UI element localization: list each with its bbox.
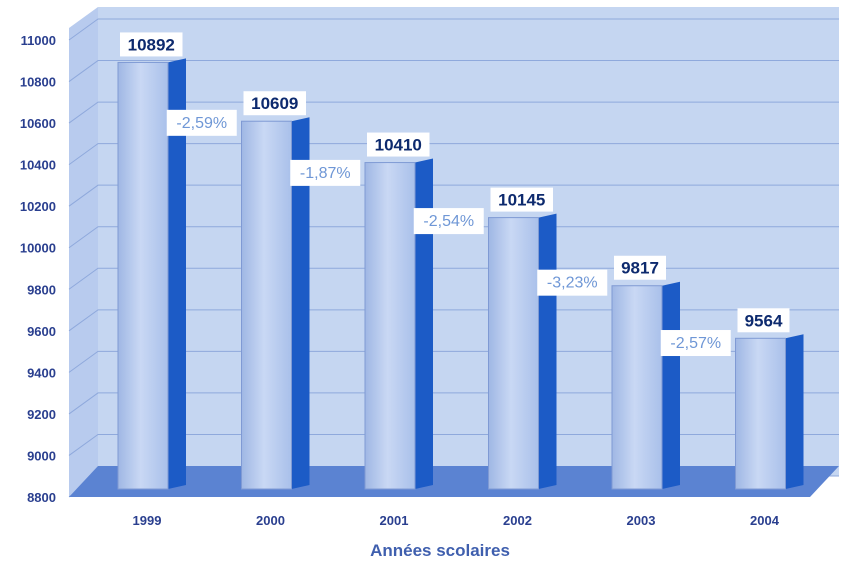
- data-labels: 10892 10609 10410 10145 9817 9564 -2,59% -1,87%…: [120, 32, 790, 357]
- y-axis-ticks: 8800 9000 9200 9400 9600 9800 10000 10200 10400 1…: [20, 33, 56, 505]
- x-tick-label: 2001: [380, 513, 409, 528]
- gridline: [68, 392, 839, 415]
- y-tick-label: 9800: [27, 282, 56, 297]
- value-label-box: [243, 91, 306, 116]
- y-tick-label: 10600: [20, 116, 56, 131]
- back-wall: [98, 7, 839, 476]
- gridline: [68, 350, 839, 373]
- x-tick-label: 2004: [750, 513, 780, 528]
- bar-side: [662, 281, 680, 489]
- bar: [735, 337, 786, 490]
- y-tick-label: 10800: [20, 75, 56, 90]
- bar: [611, 285, 663, 490]
- gridline: [68, 184, 839, 207]
- gridline: [68, 60, 839, 82]
- y-tick-label: 9600: [27, 324, 56, 339]
- x-axis-ticks: 1999 2000 2001 2002 2003 2004: [133, 513, 780, 528]
- gridline: [68, 143, 839, 166]
- value-label: 9817: [621, 259, 659, 278]
- x-axis-title: Années scolaires: [370, 541, 510, 560]
- y-tick-label: 11000: [21, 33, 56, 48]
- gridline: [68, 18, 839, 41]
- change-label-box: [166, 109, 237, 136]
- change-label: -2,57%: [670, 335, 721, 352]
- gridline: [68, 101, 839, 124]
- y-tick-label: 8800: [27, 490, 56, 505]
- change-label-box: [660, 330, 731, 357]
- value-label-box: [367, 132, 430, 157]
- change-label: -2,54%: [423, 213, 474, 230]
- bar-side: [415, 158, 433, 490]
- bar: [364, 162, 416, 490]
- value-label-box: [614, 255, 666, 280]
- value-label-box: [490, 187, 553, 212]
- value-label-box: [737, 308, 790, 333]
- y-tick-label: 10200: [20, 199, 56, 214]
- y-tick-label: 9000: [27, 448, 56, 463]
- gridline: [68, 433, 839, 456]
- x-tick-label: 1999: [133, 513, 162, 528]
- y-tick-label: 10000: [20, 241, 56, 256]
- gridline: [68, 309, 839, 332]
- y-tick-label: 9200: [27, 407, 56, 422]
- value-label: 10892: [128, 35, 175, 54]
- change-label: -1,87%: [300, 165, 351, 182]
- value-label: 10609: [251, 94, 298, 113]
- gridlines: [68, 18, 839, 498]
- x-tick-label: 2000: [256, 513, 285, 528]
- y-tick-label: 10400: [20, 158, 56, 173]
- change-label-box: [537, 269, 608, 296]
- value-label: 10145: [498, 191, 545, 210]
- bar-side: [785, 334, 804, 489]
- x-tick-label: 2002: [503, 513, 532, 528]
- bar: [117, 61, 169, 490]
- change-label-box: [413, 208, 484, 235]
- bar: [488, 217, 539, 490]
- change-label-box: [290, 159, 361, 186]
- side-wall: [69, 7, 98, 497]
- y-tick-label: 9400: [27, 365, 56, 380]
- change-label: -2,59%: [176, 115, 227, 132]
- bar-side: [291, 117, 310, 489]
- bar-side: [168, 58, 186, 490]
- value-label: 9564: [745, 311, 783, 330]
- bar: [241, 120, 292, 490]
- value-label-box: [120, 32, 183, 57]
- x-tick-label: 2003: [627, 513, 656, 528]
- bars: [117, 58, 804, 490]
- change-label: -3,23%: [547, 275, 598, 292]
- gridline: [68, 226, 839, 249]
- value-label: 10410: [375, 136, 422, 155]
- gridline: [68, 267, 839, 290]
- bar-side: [538, 213, 557, 489]
